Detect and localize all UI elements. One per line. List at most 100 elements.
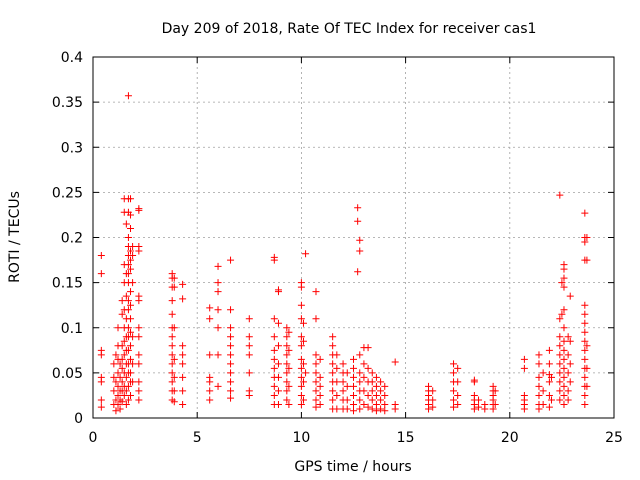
data-point [343, 405, 351, 413]
data-point [179, 360, 187, 368]
data-point [299, 360, 307, 368]
data-point [491, 387, 499, 395]
y-tick-label: 0.25 [52, 185, 83, 201]
data-point [124, 92, 132, 100]
data-point [297, 333, 305, 341]
data-point [581, 391, 589, 399]
y-tick-label: 0.05 [52, 366, 83, 382]
x-axis-tick-labels: 0 5 10 15 20 25 [89, 430, 623, 446]
data-point [114, 369, 122, 377]
data-point [179, 387, 187, 395]
data-point [110, 373, 118, 381]
data-point [227, 387, 235, 395]
data-point [356, 247, 364, 255]
data-point [283, 342, 291, 350]
data-point [556, 315, 564, 323]
data-point [129, 252, 137, 260]
data-point [302, 369, 310, 377]
data-point [97, 270, 105, 278]
data-point [285, 400, 293, 408]
data-point [560, 355, 568, 363]
data-point [168, 378, 176, 386]
data-point [274, 342, 282, 350]
data-point [535, 382, 543, 390]
data-point [364, 391, 372, 399]
data-point [454, 400, 462, 408]
data-point [179, 342, 187, 350]
data-point [285, 382, 293, 390]
data-point [364, 364, 372, 372]
x-tick-label: 10 [292, 430, 310, 446]
data-point [170, 274, 178, 282]
data-point [564, 369, 572, 377]
data-point [274, 319, 282, 327]
data-point [170, 373, 178, 381]
data-point [127, 328, 135, 336]
data-point [312, 351, 320, 359]
data-point [560, 337, 568, 345]
data-point [179, 295, 187, 303]
data-point [381, 400, 389, 408]
data-point [135, 396, 143, 404]
data-point [227, 256, 235, 264]
data-point [129, 279, 137, 287]
data-point [316, 391, 324, 399]
data-point [377, 378, 385, 386]
chart-title: Day 209 of 2018, Rate Of TEC Index for r… [162, 21, 537, 37]
data-point [454, 378, 462, 386]
data-point [127, 224, 135, 232]
data-point [581, 310, 589, 318]
data-point [356, 396, 364, 404]
data-point [312, 403, 320, 411]
data-point [214, 306, 222, 314]
data-point [566, 378, 574, 386]
data-point [274, 288, 282, 296]
data-point [312, 369, 320, 377]
data-point [560, 306, 568, 314]
data-point [329, 333, 337, 341]
data-point [127, 315, 135, 323]
data-point [118, 364, 126, 372]
data-point [545, 346, 553, 354]
data-point [350, 391, 357, 399]
data-point [97, 351, 105, 359]
data-point [97, 378, 105, 386]
data-point [350, 407, 357, 415]
data-point [368, 405, 376, 413]
data-point [227, 306, 235, 314]
data-point [583, 234, 591, 241]
data-point [429, 387, 437, 395]
data-point [270, 355, 278, 363]
data-point [114, 400, 122, 408]
data-point [297, 382, 305, 390]
data-point [556, 387, 564, 395]
data-point [333, 405, 341, 413]
data-point [227, 333, 235, 341]
data-point [114, 324, 122, 332]
data-point [116, 405, 124, 413]
data-point [564, 396, 572, 404]
data-point [581, 328, 589, 336]
data-point [135, 351, 143, 359]
data-point [372, 382, 380, 390]
data-point [114, 382, 122, 390]
data-point [368, 369, 376, 377]
data-point [356, 405, 364, 413]
data-series-roti [97, 92, 591, 415]
data-point [350, 400, 357, 408]
data-point [368, 378, 376, 386]
data-point [450, 403, 458, 411]
data-point [270, 256, 278, 264]
data-point [110, 360, 118, 368]
y-tick-label: 0.1 [61, 321, 83, 337]
data-point [556, 333, 564, 341]
data-point [377, 405, 385, 413]
data-point [556, 360, 564, 368]
data-point [560, 391, 568, 399]
data-point [283, 351, 291, 359]
data-point [206, 396, 214, 404]
data-point [560, 382, 568, 390]
data-point [329, 369, 337, 377]
data-point [350, 382, 357, 390]
data-point [127, 355, 135, 363]
